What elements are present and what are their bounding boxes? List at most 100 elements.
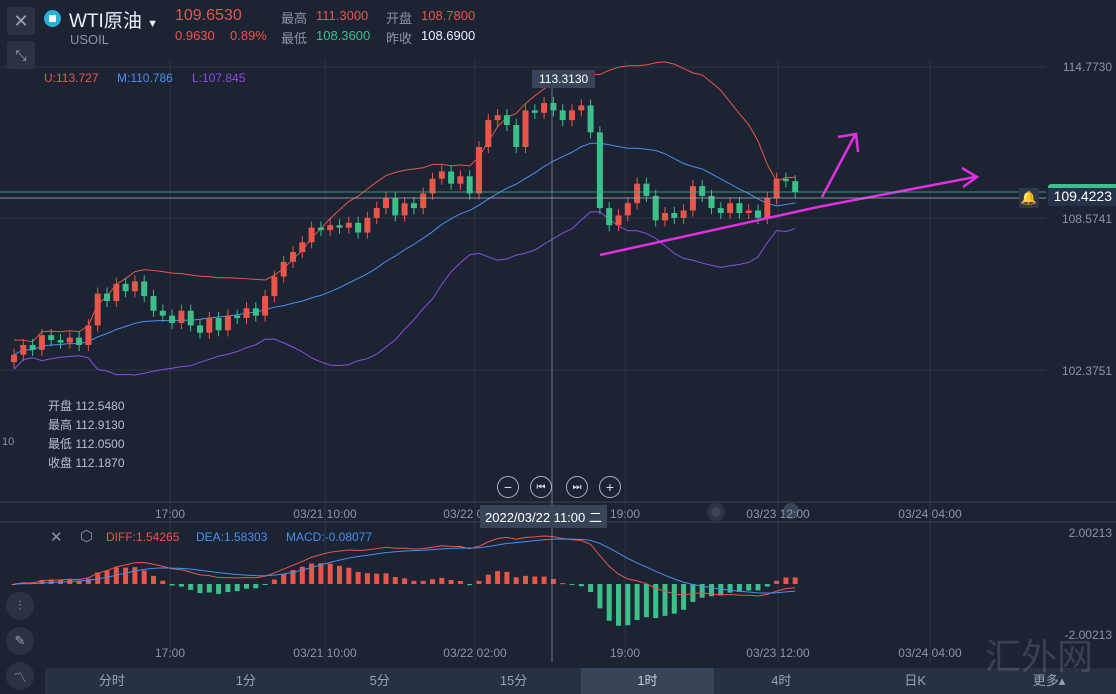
- macd-bar: [225, 584, 231, 593]
- macd-bar: [178, 584, 184, 587]
- candle: [197, 325, 203, 333]
- macd-value-label: MACD:-0.08077: [286, 530, 373, 544]
- candle: [485, 120, 492, 147]
- scroll-start-button[interactable]: ⏮: [530, 476, 552, 498]
- macd-bar: [671, 584, 677, 614]
- tooltip-close: 收盘 112.1870: [48, 456, 125, 470]
- candle: [234, 315, 241, 319]
- symbol-selector[interactable]: WTI原油 ▼: [69, 6, 158, 33]
- tab-more[interactable]: 更多▴: [1032, 673, 1066, 688]
- candle: [634, 183, 641, 204]
- macd-bar: [309, 563, 315, 584]
- price-tick: 108.5741: [1061, 212, 1112, 226]
- macd-bar: [327, 563, 333, 584]
- candle: [131, 281, 138, 292]
- candle: [736, 203, 743, 213]
- macd-bar: [727, 584, 733, 593]
- bell-alert-icon[interactable]: 🔔: [1019, 188, 1039, 208]
- indicator-icon[interactable]: 〽: [6, 662, 34, 690]
- candle: [410, 203, 417, 209]
- candles: [11, 96, 799, 369]
- macd-bar: [169, 584, 175, 586]
- edge-label: 10: [2, 436, 15, 448]
- macd-dea-line: [13, 538, 796, 594]
- macd-settings-icon[interactable]: ⬡: [80, 528, 94, 545]
- candle: [773, 178, 780, 199]
- macd-tick: 2.00213: [1068, 526, 1112, 540]
- tooltip-high: 最高 112.9130: [48, 418, 125, 432]
- zoom-out-button[interactable]: −: [497, 476, 519, 498]
- macd-bar: [132, 567, 138, 584]
- zoom-in-button[interactable]: +: [599, 476, 621, 498]
- candle: [782, 178, 789, 182]
- candle: [513, 124, 520, 147]
- macd-close-icon[interactable]: ✕: [50, 529, 63, 546]
- candlestick-type-icon[interactable]: ⫶: [6, 592, 34, 620]
- macd-bar: [271, 579, 277, 584]
- change-pct: 0.89%: [230, 28, 267, 43]
- tab-timeline[interactable]: 分时: [98, 673, 125, 688]
- scroll-handle-end[interactable]: [783, 503, 799, 519]
- candle: [727, 203, 734, 213]
- macd-bar: [653, 584, 659, 619]
- candle: [643, 183, 650, 196]
- macd-bar: [318, 563, 324, 584]
- macd-dea-label: DEA:1.58303: [196, 530, 268, 544]
- candle: [531, 110, 538, 113]
- macd-bar: [662, 584, 668, 616]
- macd-bar: [597, 584, 603, 609]
- macd-diff-line: [13, 535, 796, 597]
- macd-bar: [374, 573, 380, 584]
- candle: [550, 102, 557, 111]
- candle: [57, 340, 64, 343]
- macd-bar: [411, 580, 417, 584]
- candle: [587, 105, 594, 133]
- current-price-label: 109.4223: [1048, 188, 1116, 206]
- boll-lower-line: [13, 211, 796, 376]
- scroll-handle[interactable]: [707, 503, 725, 521]
- macd-bar: [383, 573, 389, 584]
- macd-bar: [755, 584, 761, 591]
- time-tick: 19:00: [609, 507, 641, 521]
- prev-close-value: 108.6900: [421, 28, 476, 43]
- tab-15min[interactable]: 15分: [499, 673, 528, 688]
- time-tick: 03/24 04:00: [898, 507, 962, 521]
- tab-1hour[interactable]: 1时: [580, 668, 715, 694]
- candle: [438, 171, 445, 179]
- candle: [122, 283, 129, 292]
- macd-bar: [560, 583, 566, 585]
- candle: [262, 296, 269, 316]
- macd-bar: [244, 584, 249, 589]
- candle: [85, 325, 92, 345]
- tab-daily[interactable]: 日K: [904, 673, 927, 688]
- macd-bar: [346, 567, 352, 584]
- candle: [764, 198, 771, 218]
- candle: [150, 296, 157, 311]
- candle: [113, 283, 120, 301]
- close-button[interactable]: ✕: [7, 7, 35, 35]
- draw-pencil-icon[interactable]: ✎: [6, 627, 34, 655]
- macd-bar: [681, 584, 687, 610]
- scroll-end-button[interactable]: ⏭: [566, 476, 588, 498]
- candle: [141, 281, 148, 297]
- tab-5min[interactable]: 5分: [369, 673, 390, 688]
- current-price-flag: [1048, 184, 1116, 190]
- collapse-icon[interactable]: ⤡: [7, 41, 35, 69]
- candle: [299, 242, 306, 253]
- macd-bar: [550, 578, 556, 584]
- macd-bar: [643, 584, 649, 618]
- candle: [11, 354, 17, 363]
- macd-bar: [262, 584, 268, 585]
- tab-4hour[interactable]: 4时: [771, 673, 792, 688]
- candle: [494, 115, 501, 121]
- candle: [624, 203, 631, 216]
- macd-bar: [774, 580, 780, 584]
- tab-1min[interactable]: 1分: [235, 673, 256, 688]
- macd-bar: [625, 584, 631, 626]
- main-chart[interactable]: [0, 0, 1116, 668]
- price-tick: 114.7730: [1062, 60, 1112, 74]
- candle: [29, 344, 36, 350]
- tooltip-open: 开盘 112.5480: [48, 399, 125, 413]
- candle: [699, 186, 706, 196]
- macd-bar: [337, 565, 342, 584]
